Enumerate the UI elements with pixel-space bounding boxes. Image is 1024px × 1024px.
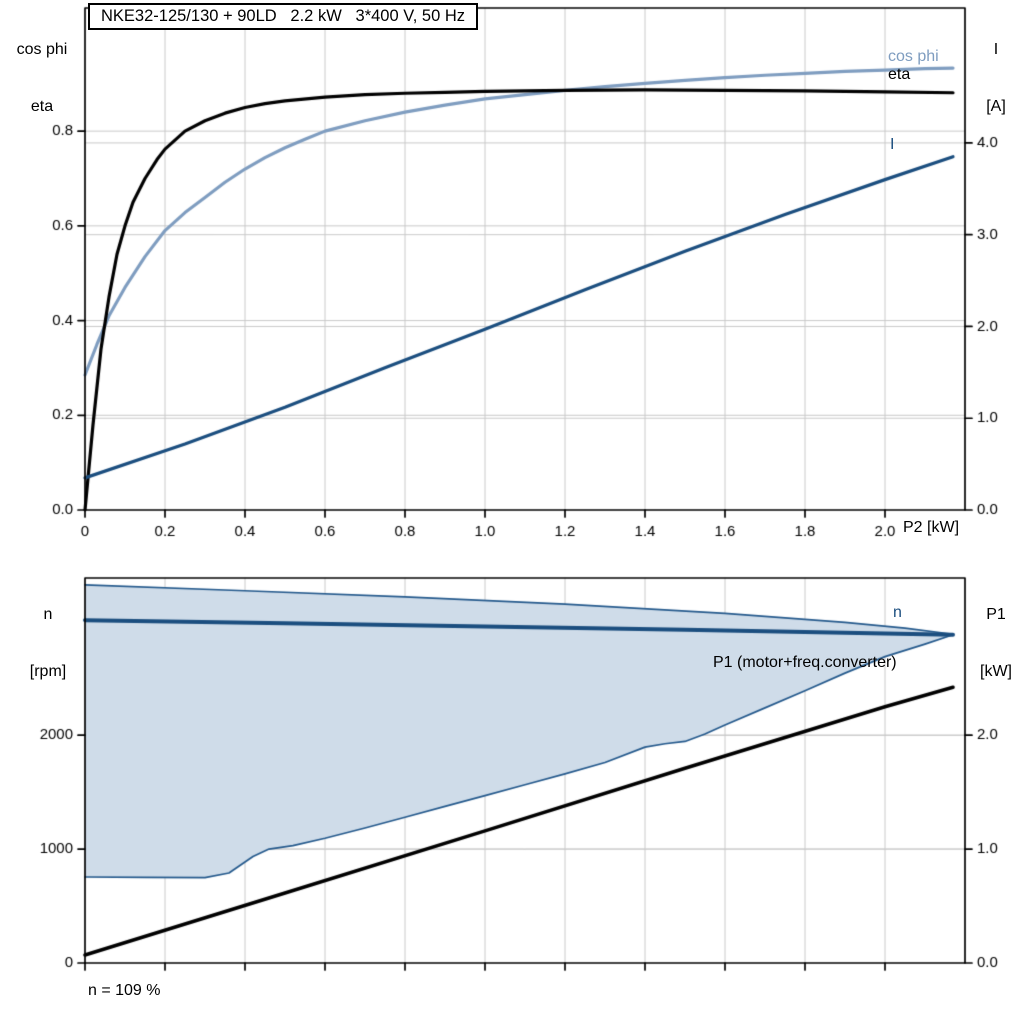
top-right-axis-title: I [A] — [972, 2, 1020, 154]
curve-label-eta: eta — [888, 66, 911, 83]
chart-title-box: NKE32-125/130 + 90LD 2.2 kW 3*400 V, 50 … — [88, 3, 478, 30]
bottom-left-axis-title: n [rpm] — [12, 567, 84, 719]
axis-title-p1-unit: [kW] — [980, 663, 1012, 680]
curve-label-p1: P1 (motor+freq.converter) — [713, 654, 897, 671]
axis-title-p1: P1 — [986, 606, 1006, 623]
axis-title-current-unit: [A] — [986, 98, 1006, 115]
axis-title-eta: eta — [30, 98, 54, 115]
curve-label-cos-phi: cos phi — [888, 48, 939, 65]
top-left-axis-title: cos phi eta — [4, 2, 80, 154]
axis-title-cosphi: cos phi — [16, 41, 68, 58]
bottom-right-axis-title: P1 [kW] — [972, 567, 1020, 719]
axis-title-speed-unit: [rpm] — [29, 663, 67, 680]
curve-label-current: I — [890, 136, 895, 153]
axis-title-speed: n — [43, 606, 53, 623]
axis-title-current: I — [993, 41, 999, 58]
speed-percentage-annotation: n = 109 % — [88, 982, 161, 999]
x-axis-unit-label: P2 [kW] — [903, 519, 960, 536]
curve-label-speed: n — [893, 604, 902, 621]
